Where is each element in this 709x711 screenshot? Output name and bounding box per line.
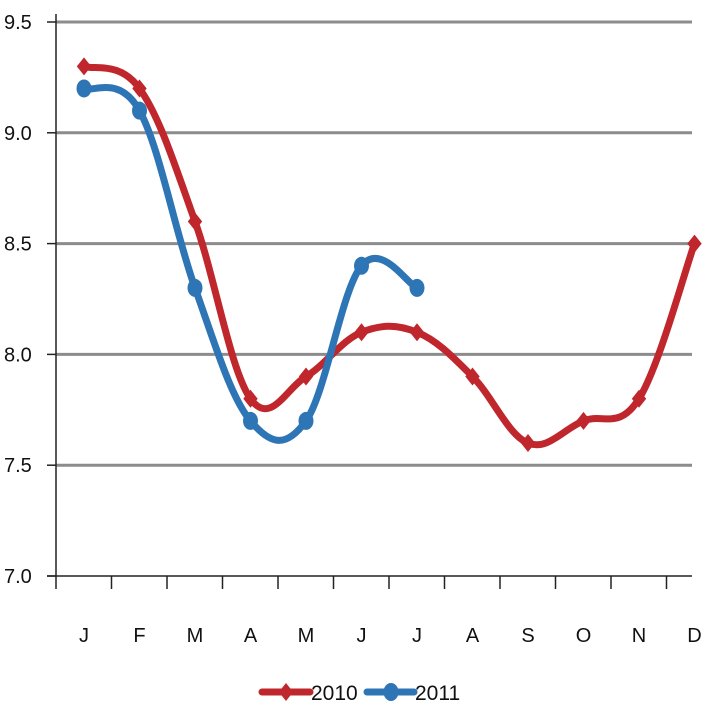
legend-item-2010: 2010 xyxy=(258,682,358,705)
y-tick-label: 8.5 xyxy=(4,234,32,256)
data-point-2010 xyxy=(576,411,591,430)
y-tick-label: 9.0 xyxy=(4,123,32,145)
y-tick-label: 7.0 xyxy=(4,566,32,588)
data-point-2011 xyxy=(409,278,425,297)
x-tick-label: M xyxy=(298,625,315,647)
legend-item-2011: 2011 xyxy=(363,682,460,705)
data-point-2010 xyxy=(631,389,647,408)
data-point-2010 xyxy=(354,323,369,342)
x-tick-label: N xyxy=(632,625,646,647)
data-point-2011 xyxy=(298,411,314,430)
x-tick-label: J xyxy=(79,625,89,647)
x-tick-label: J xyxy=(357,625,367,647)
legend: 2010 2011 xyxy=(258,682,460,705)
series-2011 xyxy=(76,79,425,444)
x-tick-label: S xyxy=(521,625,534,647)
data-point-2011 xyxy=(187,278,203,297)
x-tick-label: O xyxy=(576,625,592,647)
x-tick-label: A xyxy=(244,625,258,647)
data-point-2010 xyxy=(520,434,536,453)
y-tick-label: 9.5 xyxy=(4,12,32,34)
series-2010 xyxy=(76,57,702,453)
data-point-2011 xyxy=(243,411,258,430)
y-axis-tick-labels: 7.0 7.5 8.0 8.5 9.0 9.5 xyxy=(4,12,32,588)
x-tick-label: J xyxy=(412,625,422,647)
x-tick-label: D xyxy=(687,625,701,647)
legend-marker xyxy=(383,683,399,701)
axes xyxy=(47,14,692,589)
x-tick-label: M xyxy=(187,625,204,647)
data-point-2011 xyxy=(354,256,369,275)
legend-marker xyxy=(278,683,294,701)
gridlines xyxy=(56,20,692,467)
legend-label: 2010 xyxy=(311,682,358,705)
data-point-2010 xyxy=(687,234,702,253)
data-point-2010 xyxy=(409,323,425,342)
y-tick-label: 7.5 xyxy=(4,455,32,477)
data-point-2010 xyxy=(243,389,258,408)
data-point-2011 xyxy=(132,101,147,120)
data-point-2011 xyxy=(76,79,92,98)
data-point-2010 xyxy=(465,367,480,386)
series-line-2010 xyxy=(80,62,698,449)
data-point-2010 xyxy=(132,79,147,98)
data-point-2010 xyxy=(298,367,314,386)
legend-label: 2011 xyxy=(415,682,460,705)
x-tick-label: F xyxy=(133,625,145,647)
x-tick-label: A xyxy=(466,625,480,647)
series-group xyxy=(76,57,702,453)
data-point-2010 xyxy=(187,212,203,231)
data-point-2010 xyxy=(76,57,92,76)
y-tick-label: 8.0 xyxy=(4,344,32,366)
